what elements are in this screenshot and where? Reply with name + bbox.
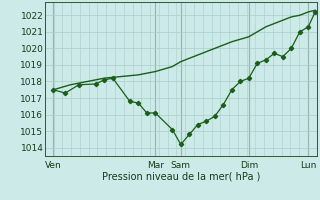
X-axis label: Pression niveau de la mer( hPa ): Pression niveau de la mer( hPa )	[102, 171, 260, 181]
